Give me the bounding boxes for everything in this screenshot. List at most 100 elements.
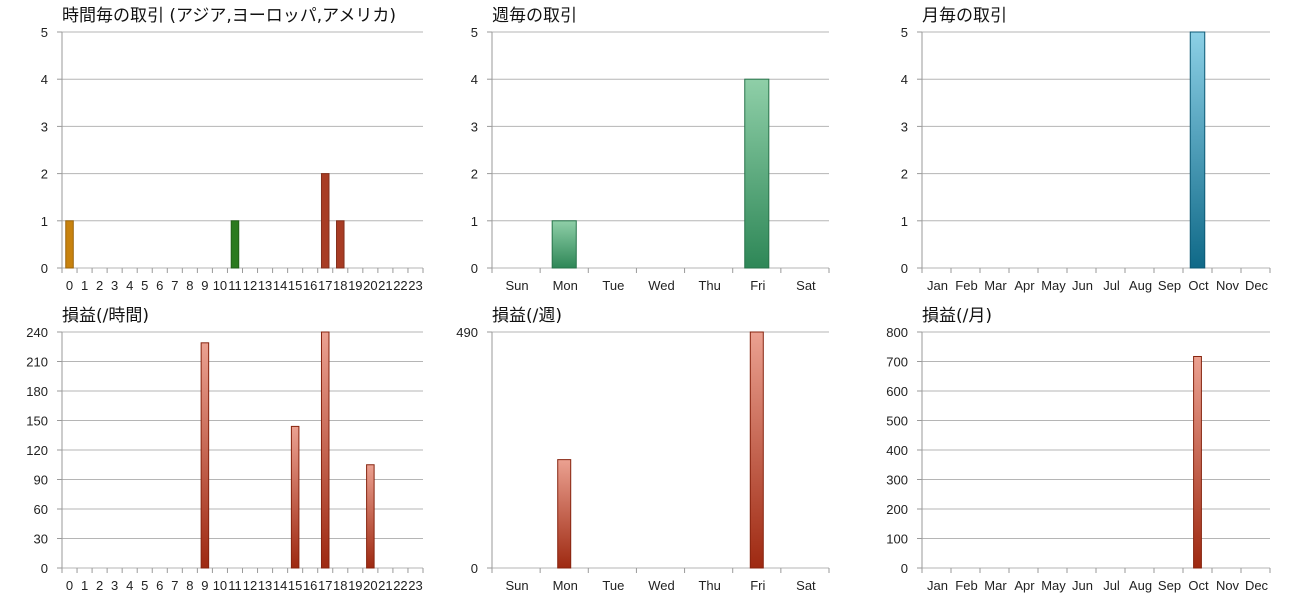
x-tick-label: 5 <box>141 278 148 293</box>
x-tick-label: Thu <box>698 278 720 293</box>
x-tick-label: 20 <box>363 578 377 593</box>
y-tick-label: 0 <box>41 561 48 576</box>
x-tick-label: Nov <box>1216 278 1240 293</box>
x-tick-label: Mar <box>984 278 1007 293</box>
x-tick-label: 17 <box>318 578 332 593</box>
y-tick-label: 3 <box>41 119 48 134</box>
y-tick-label: 100 <box>886 532 908 547</box>
x-tick-label: 1 <box>81 278 88 293</box>
x-tick-label: Thu <box>698 578 720 593</box>
bar-9 <box>200 342 210 569</box>
y-tick-label: 5 <box>471 25 478 40</box>
y-tick-label: 3 <box>901 119 908 134</box>
bar-Fri <box>744 78 770 269</box>
bar-Mon <box>551 220 577 269</box>
y-tick-label: 700 <box>886 355 908 370</box>
x-tick-label: 3 <box>111 278 118 293</box>
x-tick-label: Jun <box>1072 278 1093 293</box>
x-tick-label: Apr <box>1014 278 1035 293</box>
x-tick-label: Aug <box>1129 578 1152 593</box>
x-tick-label: Jun <box>1072 578 1093 593</box>
y-tick-label: 180 <box>26 384 48 399</box>
bar-17 <box>320 331 330 569</box>
x-tick-label: 20 <box>363 278 377 293</box>
x-tick-label: Jan <box>927 278 948 293</box>
chart-hourly-pnl: 損益(/時間) 0 30 60 90 120 150 180 210 240 0 1 2 3 4 5 6 7 8 9 1… <box>0 300 430 600</box>
x-tick-label: Feb <box>955 278 977 293</box>
x-tick-label: Jul <box>1103 578 1120 593</box>
x-tick-label: 15 <box>288 278 302 293</box>
x-tick-label: 21 <box>378 578 392 593</box>
x-tick-label: 2 <box>96 278 103 293</box>
x-tick-label: 9 <box>201 578 208 593</box>
x-tick-label: 0 <box>66 578 73 593</box>
x-tick-label: 18 <box>333 278 347 293</box>
x-tick-label: 22 <box>393 278 407 293</box>
y-tick-label: 240 <box>26 325 48 340</box>
x-tick-label: Sun <box>506 278 529 293</box>
x-tick-label: 4 <box>126 278 133 293</box>
x-tick-label: 21 <box>378 278 392 293</box>
x-tick-label: Mon <box>553 578 578 593</box>
chart-title: 時間毎の取引 (アジア,ヨーロッパ,アメリカ) <box>62 6 396 26</box>
x-tick-label: Aug <box>1129 278 1152 293</box>
x-tick-label: 1 <box>81 578 88 593</box>
chart-weekly-pnl: 損益(/週) 0 490 Sun Mon Tue Wed Thu Fri Sat <box>430 300 860 600</box>
y-tick-label: 0 <box>41 261 48 276</box>
y-tick-label: 400 <box>886 443 908 458</box>
chart-monthly-trades: 月毎の取引 0 1 2 3 4 5 Jan Feb Mar Apr May Jun Jul Aug Sep Oc… <box>860 0 1290 300</box>
y-tick-label: 210 <box>26 355 48 370</box>
y-tick-label: 490 <box>456 325 478 340</box>
x-tick-label: 12 <box>243 278 257 293</box>
x-tick-label: 23 <box>408 578 422 593</box>
x-tick-label: 2 <box>96 578 103 593</box>
x-tick-label: Mon <box>553 278 578 293</box>
y-tick-label: 30 <box>34 532 48 547</box>
x-tick-label: May <box>1041 578 1066 593</box>
x-tick-label: Sep <box>1158 578 1181 593</box>
x-tick-label: 0 <box>66 278 73 293</box>
x-tick-label: Jan <box>927 578 948 593</box>
chart-hourly-trades: 時間毎の取引 (アジア,ヨーロッパ,アメリカ) 0 1 2 3 4 5 0 1 2 3 4 5 6 7 8 9 1… <box>0 0 430 300</box>
x-tick-label: 9 <box>201 278 208 293</box>
bar-Mon <box>557 459 572 569</box>
y-tick-label: 60 <box>34 502 48 517</box>
bar-17 <box>320 173 330 269</box>
bar-18 <box>336 220 345 269</box>
x-tick-label: Tue <box>602 278 624 293</box>
bar-Oct <box>1193 355 1202 569</box>
x-tick-label: Tue <box>602 578 624 593</box>
x-tick-label: 14 <box>273 278 287 293</box>
bar-15 <box>290 425 300 569</box>
chart-weekly-trades-svg: 週毎の取引 0 1 2 3 4 5 Sun Mon Tue Wed Thu Fri Sat <box>471 6 830 293</box>
y-tick-label: 0 <box>901 561 908 576</box>
x-tick-label: Wed <box>648 578 675 593</box>
chart-monthly-trades-svg: 月毎の取引 0 1 2 3 4 5 Jan Feb Mar Apr May Jun Jul Aug Sep Oc… <box>901 6 1271 293</box>
x-tick-label: Nov <box>1216 578 1240 593</box>
chart-title: 週毎の取引 <box>492 6 577 26</box>
y-tick-label: 4 <box>471 72 478 87</box>
x-tick-label: 11 <box>228 578 242 593</box>
x-tick-label: Sep <box>1158 278 1181 293</box>
y-tick-label: 800 <box>886 325 908 340</box>
x-tick-label: 12 <box>243 578 257 593</box>
chart-title: 損益(/週) <box>492 306 562 326</box>
x-tick-label: May <box>1041 278 1066 293</box>
x-tick-label: 14 <box>273 578 287 593</box>
x-tick-label: 17 <box>318 278 332 293</box>
x-tick-label: 13 <box>258 278 272 293</box>
x-tick-label: Wed <box>648 278 675 293</box>
chart-monthly-pnl: 損益(/月) 0 100 200 300 400 500 600 700 800 Jan Feb Mar… <box>860 300 1290 600</box>
x-tick-label: Apr <box>1014 578 1035 593</box>
x-tick-label: 3 <box>111 578 118 593</box>
x-tick-label: 10 <box>213 278 227 293</box>
x-tick-label: Sat <box>796 278 816 293</box>
x-tick-label: Dec <box>1245 278 1269 293</box>
x-tick-label: 16 <box>303 578 317 593</box>
y-tick-label: 5 <box>41 25 48 40</box>
x-tick-label: 16 <box>303 278 317 293</box>
y-tick-label: 150 <box>26 414 48 429</box>
x-tick-label: Sun <box>506 578 529 593</box>
y-tick-label: 1 <box>901 214 908 229</box>
